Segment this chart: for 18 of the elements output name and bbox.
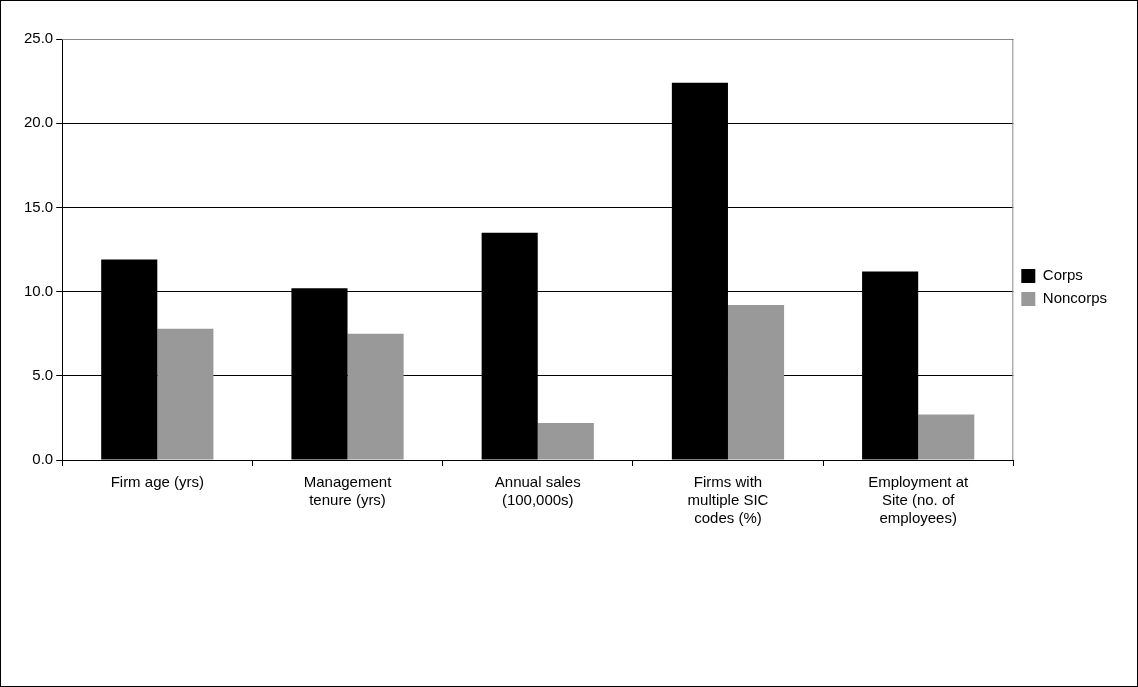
- x-tick-label: Management tenure (yrs): [303, 473, 393, 509]
- y-tick-label: 20.0: [23, 113, 54, 131]
- bar: [918, 414, 975, 460]
- bar: [157, 328, 214, 460]
- bar: [347, 333, 404, 460]
- legend-label: Corps: [1042, 266, 1083, 284]
- legend-label: Noncorps: [1042, 289, 1108, 307]
- y-tick-label: 25.0: [23, 29, 54, 47]
- x-tick-label: Employment at Site (no. of employees): [868, 473, 970, 527]
- y-tick-label: 5.0: [32, 365, 54, 383]
- x-tick-label: Annual sales (100,000s): [494, 473, 581, 509]
- bar: [537, 422, 594, 460]
- y-tick-label: 0.0: [32, 450, 54, 468]
- bar: [727, 305, 785, 460]
- y-tick-label: 15.0: [23, 197, 54, 215]
- x-tick-label: Firm age (yrs): [110, 473, 204, 491]
- x-tick-label: Firms with multiple SIC codes (%): [687, 473, 769, 527]
- y-tick-label: 10.0: [23, 281, 54, 299]
